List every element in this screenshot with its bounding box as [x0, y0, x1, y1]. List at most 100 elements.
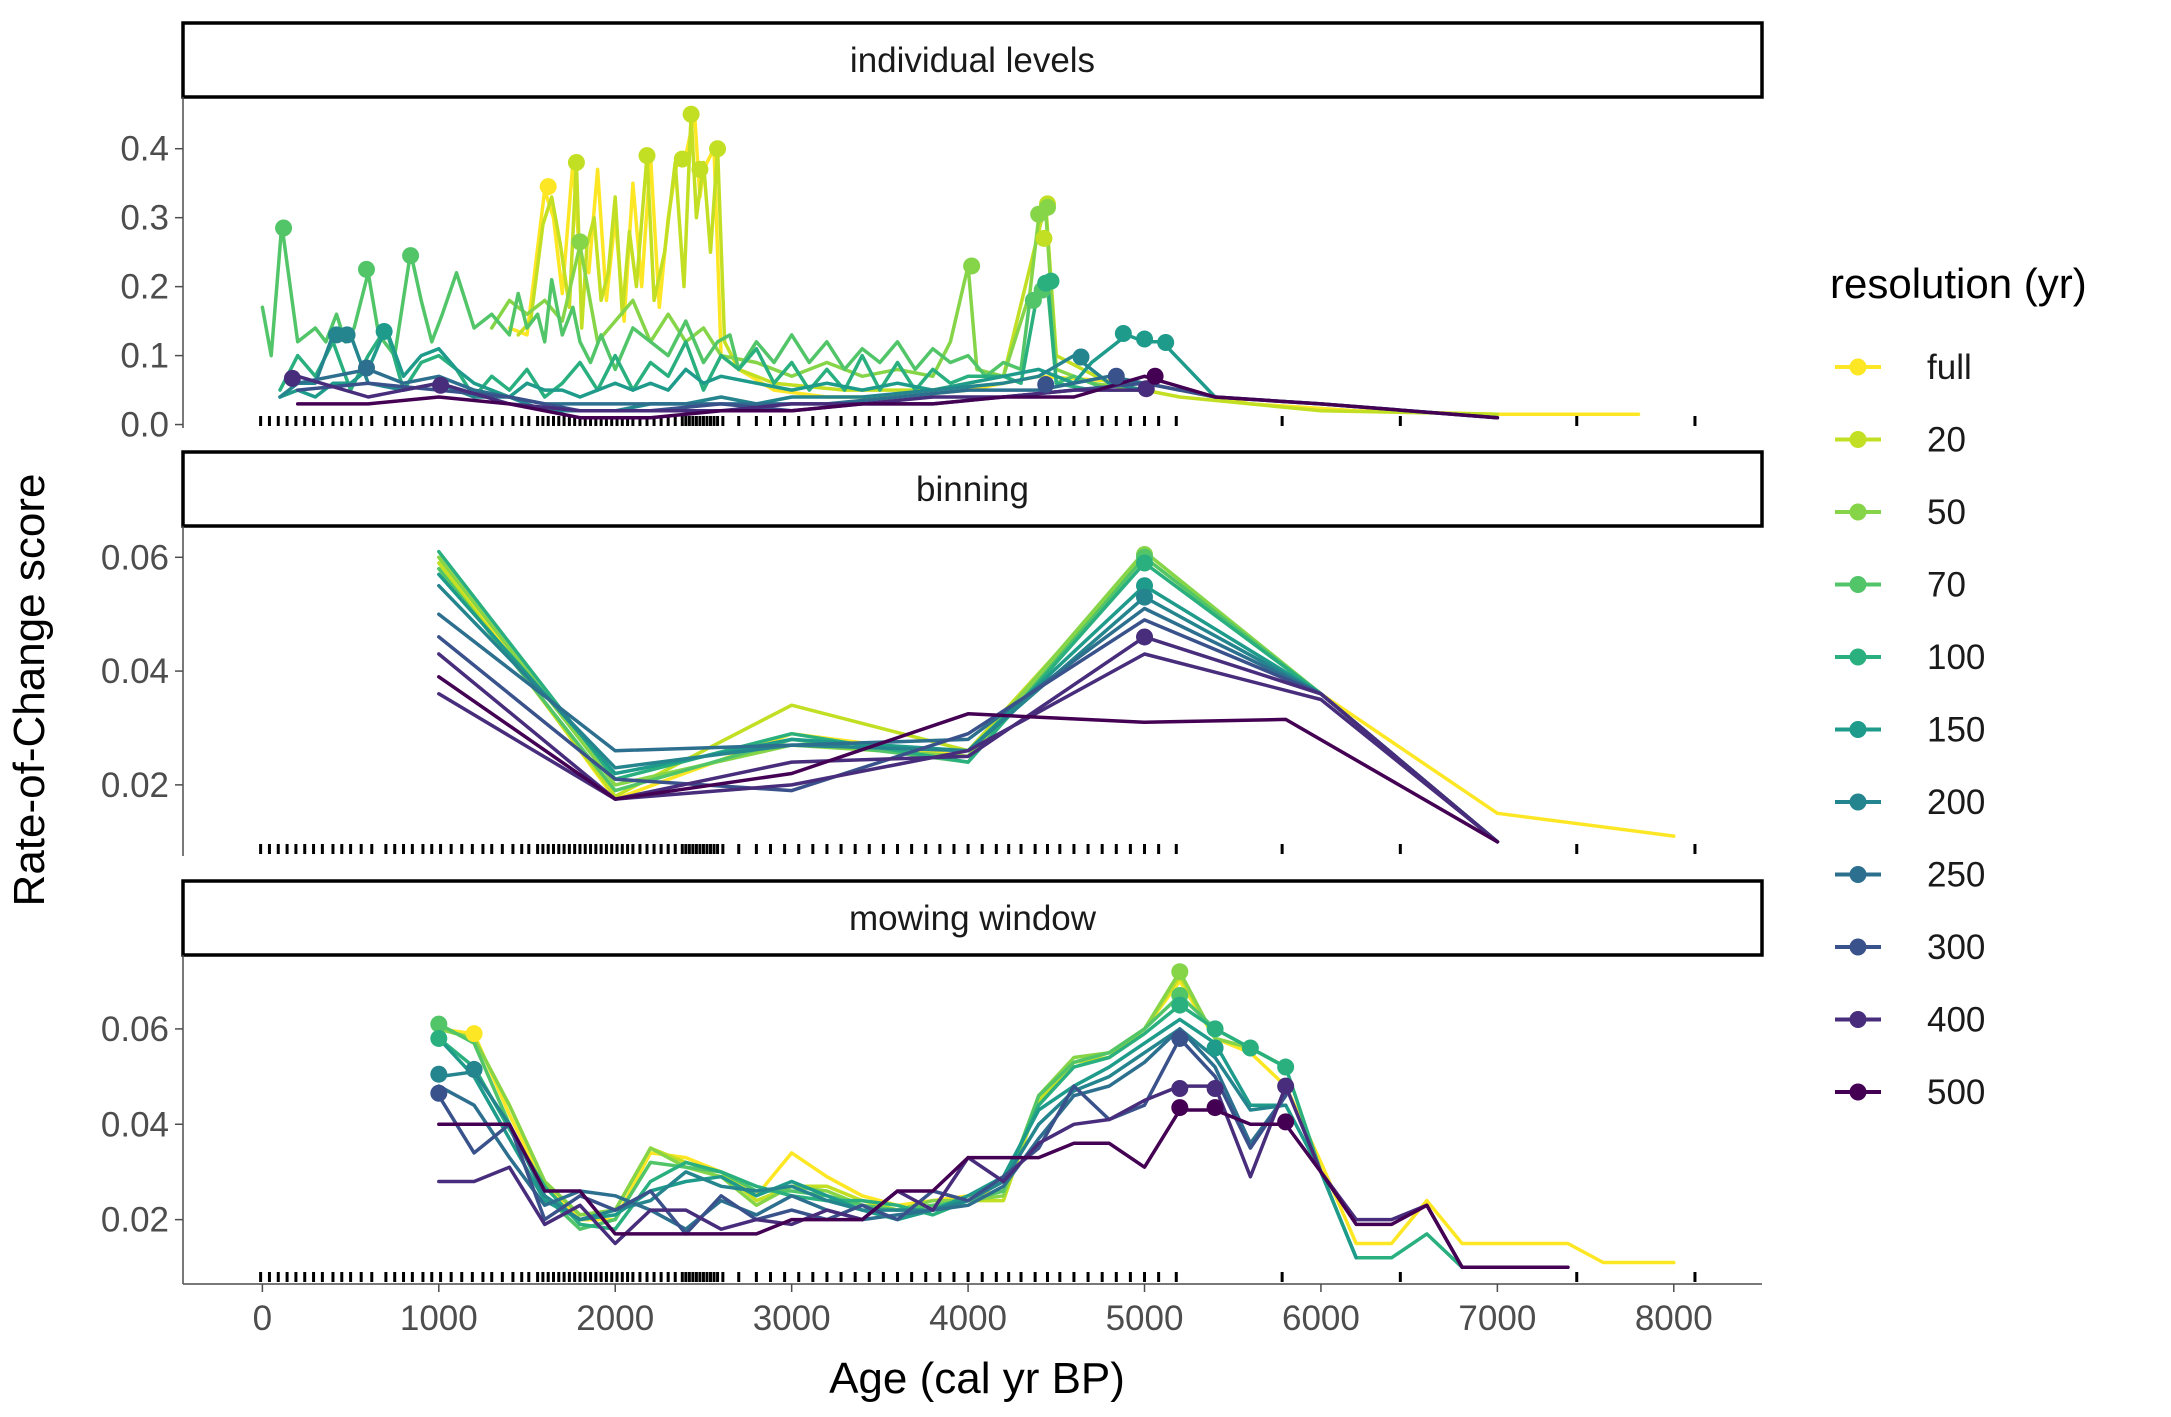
significant-point [465, 1025, 483, 1043]
y-tick-label: 0.0 [120, 406, 169, 445]
legend-entry-400: 400 [1835, 1001, 1985, 1040]
legend-label: 250 [1927, 856, 1985, 895]
significant-point [338, 326, 356, 344]
significant-point [1035, 229, 1053, 247]
legend-key-dot [1849, 938, 1867, 956]
significant-point [638, 147, 656, 165]
panel-strip [181, 879, 1764, 957]
legend-key-dot [1849, 721, 1867, 738]
significant-point [1136, 554, 1154, 572]
significant-point [1277, 1058, 1295, 1076]
legend-entries: full 20 50 70 100 150 200 250 300 400 500 [1835, 348, 1985, 1112]
y-tick-label: 0.02 [101, 1201, 169, 1240]
legend-label: 500 [1927, 1073, 1985, 1112]
significant-point [1171, 996, 1189, 1014]
legend-label: 300 [1927, 928, 1985, 967]
x-tick-label: 5000 [1106, 1299, 1184, 1338]
series-line-500 [437, 675, 1500, 844]
significant-point [1206, 1039, 1224, 1057]
x-tick-label: 7000 [1458, 1299, 1536, 1338]
significant-point [691, 160, 709, 178]
significant-point [673, 150, 691, 168]
significant-point [1146, 367, 1164, 385]
legend-label: 100 [1927, 638, 1985, 677]
panel-title: binning [916, 470, 1029, 509]
y-tick-label: 0.2 [120, 268, 169, 307]
legend-entry-500: 500 [1835, 1073, 1985, 1112]
series-line-200 [437, 1027, 1288, 1222]
significant-point [1206, 1020, 1224, 1038]
x-tick-label: 3000 [753, 1299, 831, 1338]
significant-point [1157, 333, 1175, 351]
significant-point [571, 233, 589, 251]
panel-strip [181, 21, 1764, 99]
legend-title: resolution (yr) [1830, 260, 2087, 307]
series-line-50 [489, 209, 1147, 392]
significant-point [430, 1015, 448, 1033]
legend-key-dot [1849, 866, 1867, 883]
panel-2: mowing window 0.02 0.04 0.06 [101, 879, 1764, 1284]
x-axis-title: Age (cal yr BP) [829, 1354, 1125, 1403]
significant-point [465, 1060, 483, 1078]
x-tick-label: 0 [253, 1299, 272, 1338]
y-tick-label: 0.06 [101, 538, 169, 577]
series-line-500 [437, 1108, 1570, 1270]
significant-point [1136, 330, 1154, 348]
significant-point [567, 154, 585, 172]
x-tick-label: 4000 [929, 1299, 1007, 1338]
legend-label: 70 [1927, 566, 1966, 605]
legend-key-dot [1849, 793, 1867, 811]
legend-entry-300: 300 [1835, 928, 1985, 967]
legend-key-dot [1849, 358, 1867, 376]
legend-entry-70: 70 [1835, 566, 1966, 605]
significant-point [1171, 1080, 1189, 1098]
legend-entry-150: 150 [1835, 711, 1985, 750]
y-tick-label: 0.1 [120, 337, 169, 376]
legend-key-dot [1849, 503, 1867, 521]
legend-entry-250: 250 [1835, 856, 1985, 895]
significant-point [283, 369, 301, 387]
panel-0: individual levels 0.0 0.1 0.2 0.3 0.4 [120, 21, 1764, 445]
significant-point [432, 376, 450, 394]
y-tick-label: 0.04 [101, 652, 169, 691]
legend-key-dot [1849, 1011, 1867, 1028]
significant-point [1241, 1039, 1259, 1057]
legend-label: 200 [1927, 783, 1985, 822]
legend-label: 50 [1927, 493, 1966, 532]
legend-key-dot [1849, 576, 1867, 593]
significant-point [402, 247, 420, 265]
panel-title: mowing window [849, 899, 1097, 938]
series-line-500 [295, 374, 1500, 420]
significant-point [357, 260, 375, 278]
legend-key-dot [1849, 1083, 1867, 1101]
significant-point [1206, 1099, 1224, 1117]
significant-point [1171, 963, 1189, 981]
series-line-70 [260, 222, 1147, 392]
legend-key-dot [1849, 431, 1867, 448]
significant-point [430, 1065, 448, 1083]
significant-point [1072, 348, 1090, 366]
significant-point [430, 1084, 448, 1102]
significant-point [1136, 628, 1154, 646]
significant-point [1136, 588, 1154, 606]
significant-point [375, 322, 393, 340]
significant-point [430, 1029, 448, 1047]
y-tick-label: 0.4 [120, 130, 169, 169]
significant-point [1277, 1077, 1295, 1095]
x-axis: 0 1000 2000 3000 4000 5000 6000 7000 8000 [183, 1283, 1762, 1338]
significant-point [1107, 367, 1125, 385]
legend-label: 400 [1927, 1001, 1985, 1040]
significant-point [682, 105, 700, 123]
significant-point [1171, 1099, 1189, 1117]
y-tick-label: 0.3 [120, 199, 169, 238]
series-line-100 [278, 277, 1147, 399]
significant-point [357, 359, 375, 377]
significant-point [963, 257, 981, 275]
significant-point [709, 140, 727, 158]
significant-point [275, 219, 293, 237]
y-tick-label: 0.06 [101, 1010, 169, 1049]
legend-entry-100: 100 [1835, 638, 1985, 677]
significant-point [1037, 376, 1055, 394]
